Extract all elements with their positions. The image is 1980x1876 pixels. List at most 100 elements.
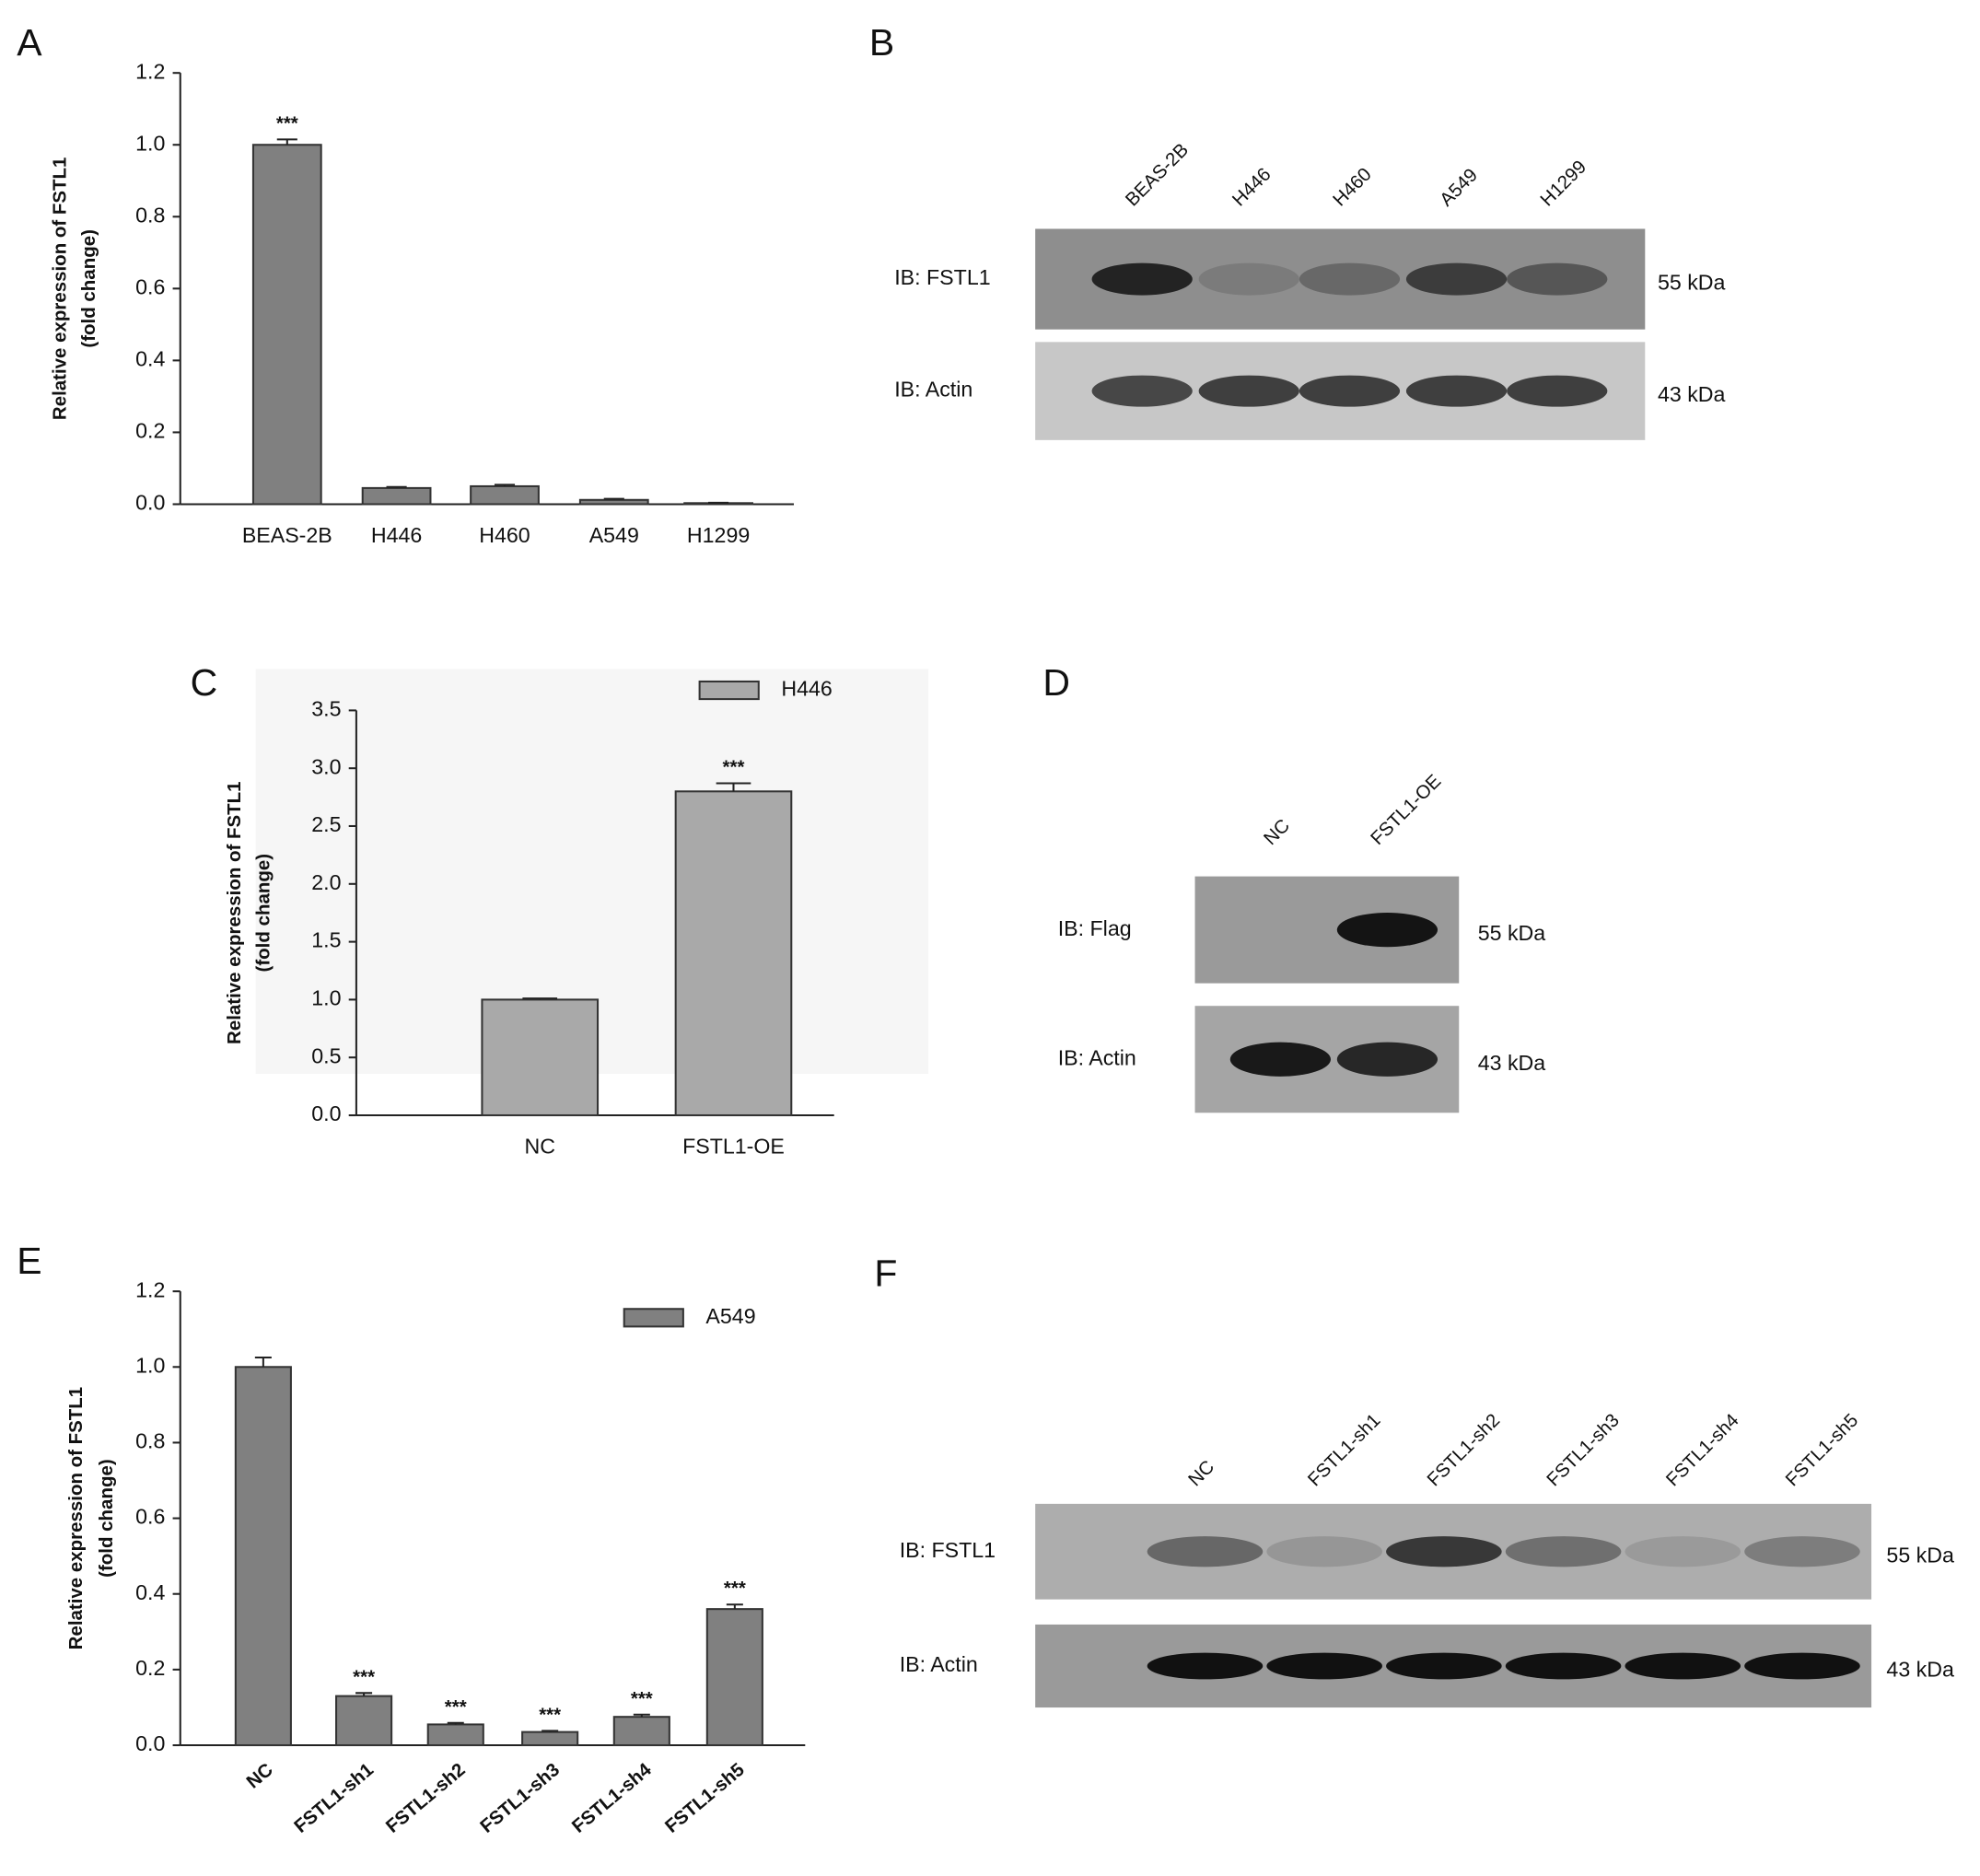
legend-label: H446 — [781, 677, 832, 701]
blot-band — [1198, 375, 1299, 407]
blot-band — [1744, 1536, 1860, 1567]
y-tick-label: 0.0 — [135, 491, 165, 515]
blot-band — [1505, 1536, 1622, 1567]
blot-band — [1744, 1652, 1860, 1680]
blot-band — [1198, 262, 1299, 296]
row-label: IB: Actin — [894, 378, 973, 402]
y-axis-label: Relative expression of FSTL1 — [224, 781, 245, 1044]
blot-band — [1266, 1536, 1382, 1567]
blot-band — [1625, 1536, 1741, 1567]
y-tick-label: 0.2 — [135, 1656, 165, 1680]
y-tick-label: 0.4 — [135, 347, 165, 371]
blot-band — [1386, 1536, 1502, 1567]
error-bar — [542, 1730, 559, 1732]
x-tick-label: NC — [524, 1135, 555, 1159]
row-label: IB: Actin — [1058, 1045, 1136, 1069]
error-bar — [726, 1603, 743, 1610]
error-bar — [386, 485, 407, 488]
row-label: IB: FSTL1 — [900, 1538, 996, 1562]
error-bar — [276, 138, 297, 146]
significance: *** — [723, 757, 745, 778]
legend-label: A549 — [705, 1304, 755, 1328]
y-tick-label: 1.5 — [311, 928, 341, 952]
blot-band — [1336, 1042, 1438, 1077]
y-tick-label: 1.0 — [135, 131, 165, 155]
error-bar — [522, 997, 558, 1000]
bar — [674, 790, 793, 1117]
error-bar — [603, 497, 624, 500]
y-tick-label: 0.6 — [135, 1505, 165, 1529]
panel-letter: A — [17, 21, 42, 64]
y-tick-label: 3.0 — [311, 754, 341, 778]
bar — [521, 1730, 579, 1747]
y-tick-label: 2.5 — [311, 812, 341, 836]
y-axis-label: (fold change) — [78, 229, 99, 348]
bar — [705, 1608, 763, 1747]
y-tick-label: 0.0 — [135, 1731, 165, 1755]
size-label: 55 kDa — [1886, 1543, 1954, 1567]
size-label: 55 kDa — [1658, 271, 1726, 295]
blot-band — [1386, 1652, 1502, 1680]
bar — [578, 498, 649, 506]
bar — [251, 144, 322, 506]
blot-band — [1336, 913, 1438, 948]
y-tick-label: 0.8 — [135, 1429, 165, 1453]
blot-band — [1091, 375, 1193, 407]
blot-band — [1505, 1652, 1622, 1680]
bar — [481, 998, 600, 1117]
blot-band — [1147, 1652, 1264, 1680]
y-tick-label: 0.0 — [311, 1101, 341, 1125]
y-axis-label: Relative expression of FSTL1 — [49, 157, 70, 421]
size-label: 43 kDa — [1658, 382, 1726, 406]
blot-band — [1405, 262, 1508, 296]
bar — [234, 1366, 292, 1747]
y-axis-label: Relative expression of FSTL1 — [65, 1387, 87, 1650]
error-bar — [447, 1721, 464, 1725]
error-bar — [633, 1713, 650, 1718]
size-label: 43 kDa — [1886, 1658, 1954, 1682]
y-tick-label: 0.2 — [135, 419, 165, 443]
y-tick-label: 1.2 — [135, 1277, 165, 1301]
significance: *** — [631, 1688, 653, 1709]
significance: *** — [539, 1704, 561, 1725]
blot-band — [1299, 375, 1401, 407]
x-tick-label: H460 — [479, 523, 530, 547]
x-tick-label: H1299 — [687, 523, 750, 547]
significance: *** — [445, 1696, 467, 1718]
x-tick-label: H446 — [371, 523, 422, 547]
blot-band — [1405, 375, 1508, 407]
y-tick-label: 0.6 — [135, 274, 165, 298]
error-bar — [254, 1357, 272, 1368]
size-label: 43 kDa — [1478, 1051, 1546, 1075]
y-tick-label: 0.8 — [135, 203, 165, 227]
y-tick-label: 0.5 — [311, 1043, 341, 1067]
y-tick-label: 1.0 — [311, 986, 341, 1010]
blot-band — [1147, 1536, 1264, 1567]
y-tick-label: 0.4 — [135, 1580, 165, 1604]
y-tick-label: 3.5 — [311, 697, 341, 721]
significance: *** — [353, 1666, 375, 1687]
legend-swatch — [698, 680, 760, 701]
y-tick-label: 1.0 — [135, 1353, 165, 1377]
significance: *** — [276, 112, 298, 134]
error-bar — [716, 782, 751, 792]
y-tick-label: 2.0 — [311, 870, 341, 894]
panel-letter: D — [1042, 661, 1070, 704]
panel-letter: F — [874, 1253, 897, 1295]
error-bar — [355, 1692, 373, 1696]
blot-band — [1507, 375, 1608, 407]
blot-band — [1299, 262, 1401, 296]
blot-band — [1625, 1652, 1741, 1680]
y-tick-label: 1.2 — [135, 59, 165, 83]
x-tick-label: BEAS-2B — [242, 523, 332, 547]
panel-letter: C — [191, 661, 218, 704]
bar — [361, 486, 432, 506]
x-tick-label: FSTL1-OE — [682, 1135, 785, 1159]
row-label: IB: FSTL1 — [894, 265, 990, 289]
bar — [470, 484, 540, 506]
y-axis-label: (fold change) — [96, 1459, 117, 1578]
panel-letter: B — [869, 21, 894, 64]
error-bar — [494, 484, 516, 486]
blot-band — [1229, 1042, 1331, 1077]
